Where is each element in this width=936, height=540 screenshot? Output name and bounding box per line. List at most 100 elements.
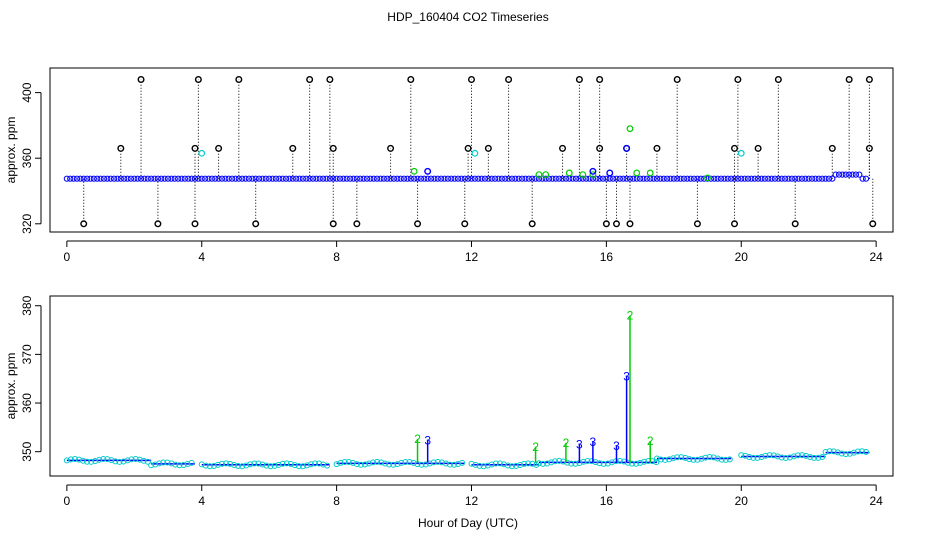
data-point xyxy=(728,175,735,182)
data-point xyxy=(136,456,143,463)
data-point xyxy=(333,175,340,182)
data-point xyxy=(210,462,217,469)
data-point xyxy=(690,175,698,182)
data-point xyxy=(829,175,836,182)
green-point xyxy=(542,171,550,179)
peak-label: 3 xyxy=(576,437,583,451)
data-point xyxy=(768,175,775,182)
data-point xyxy=(674,454,681,461)
blue-point xyxy=(606,169,614,177)
data-point xyxy=(367,175,374,182)
data-point xyxy=(496,460,503,467)
spike-point xyxy=(387,144,395,152)
data-point xyxy=(377,175,384,182)
data-point xyxy=(104,175,111,182)
data-point xyxy=(394,461,401,468)
data-point xyxy=(108,457,115,464)
data-point xyxy=(262,175,269,182)
data-point xyxy=(620,175,627,182)
spike-point xyxy=(468,75,476,83)
data-point xyxy=(701,175,708,182)
spike-point xyxy=(215,144,223,152)
data-point xyxy=(781,175,789,182)
green-point xyxy=(410,167,418,175)
data-point xyxy=(682,454,689,461)
data-point xyxy=(852,171,860,178)
data-point xyxy=(291,462,298,469)
data-point xyxy=(608,459,615,466)
data-point xyxy=(151,175,158,182)
data-point xyxy=(722,456,729,463)
data-point xyxy=(272,175,280,182)
data-point xyxy=(544,460,551,467)
data-point xyxy=(539,175,546,182)
data-point xyxy=(721,175,728,182)
data-point xyxy=(63,175,70,182)
data-point xyxy=(863,448,870,455)
data-point xyxy=(677,175,684,182)
data-point xyxy=(650,175,657,182)
data-point xyxy=(657,175,664,182)
data-point xyxy=(202,175,209,182)
data-point xyxy=(152,461,159,468)
data-point xyxy=(87,175,94,182)
data-point xyxy=(849,171,856,178)
data-point xyxy=(641,458,648,465)
data-point xyxy=(788,175,795,182)
data-point xyxy=(370,459,377,466)
data-point xyxy=(750,454,757,461)
peak-label: 3 xyxy=(424,433,431,447)
data-point xyxy=(666,456,673,463)
data-point xyxy=(232,175,239,182)
data-point xyxy=(398,459,405,466)
data-point xyxy=(343,175,350,182)
data-point xyxy=(643,175,650,182)
data-point xyxy=(596,460,603,467)
data-point xyxy=(525,460,532,467)
data-point xyxy=(312,460,319,467)
spike-point xyxy=(596,75,604,83)
data-point xyxy=(299,463,306,470)
data-point xyxy=(498,175,505,182)
data-point xyxy=(569,175,576,182)
x-tick-label: 0 xyxy=(64,494,71,508)
data-point xyxy=(660,175,667,182)
data-point xyxy=(90,175,97,182)
data-point xyxy=(451,175,458,182)
data-point xyxy=(472,461,479,468)
x-tick-label: 16 xyxy=(600,494,614,508)
data-point xyxy=(856,171,863,178)
spike-point xyxy=(80,220,88,228)
data-point xyxy=(670,455,677,462)
spike-point xyxy=(137,75,145,83)
data-point xyxy=(132,455,139,462)
spike-point xyxy=(191,220,199,228)
spike-point xyxy=(673,75,681,83)
data-point xyxy=(794,452,801,459)
data-point xyxy=(255,175,263,182)
data-point xyxy=(766,452,773,459)
spike-point xyxy=(559,144,567,152)
data-point xyxy=(94,175,101,182)
data-point xyxy=(198,461,205,468)
data-point xyxy=(579,175,586,182)
data-point xyxy=(746,453,753,460)
data-point xyxy=(357,175,364,182)
data-point xyxy=(293,175,300,182)
top-panel: 0 4 8 12 16 20 24 320 360 400 approx. ppm xyxy=(4,67,894,264)
data-point xyxy=(184,460,191,467)
data-point xyxy=(360,175,367,182)
data-point xyxy=(711,175,718,182)
x-tick-label: 8 xyxy=(333,494,340,508)
data-point xyxy=(426,460,433,467)
data-point xyxy=(180,461,187,468)
data-point xyxy=(251,460,258,467)
x-axis-label: Hour of Day (UTC) xyxy=(417,516,518,530)
data-point xyxy=(738,452,745,459)
data-point xyxy=(459,459,466,466)
data-point xyxy=(242,175,249,182)
data-point xyxy=(63,457,70,464)
data-point xyxy=(522,175,529,182)
data-point xyxy=(629,460,636,467)
spike-point xyxy=(575,75,583,83)
